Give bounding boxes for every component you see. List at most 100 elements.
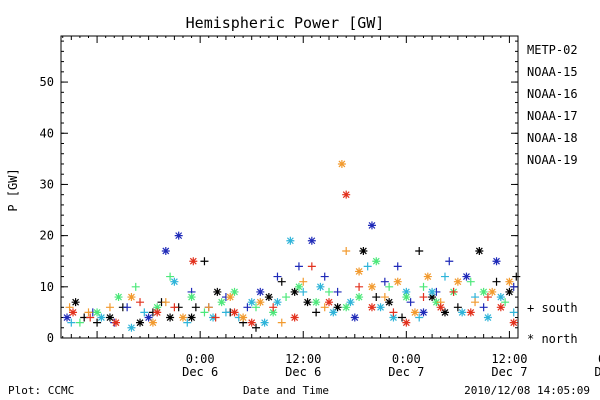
star-marker	[189, 257, 198, 266]
star-marker	[148, 318, 157, 327]
y-tick-label: 50	[40, 75, 54, 89]
star-marker	[264, 293, 273, 302]
plus-marker	[299, 277, 308, 286]
plus-marker	[355, 282, 364, 291]
star-marker	[290, 313, 299, 322]
star-marker	[342, 303, 351, 312]
star-marker	[153, 308, 162, 317]
star-marker	[170, 277, 179, 286]
plus-marker	[333, 287, 342, 296]
plus-marker	[170, 303, 179, 312]
plus-marker	[415, 246, 424, 255]
star-marker	[479, 287, 488, 296]
plus-marker	[449, 287, 458, 296]
star-marker	[372, 257, 381, 266]
series-noaa-18	[65, 159, 514, 327]
legend-entry: NOAA-18	[527, 131, 578, 145]
plus-marker	[385, 282, 394, 291]
plus-marker	[512, 272, 521, 281]
star-marker	[187, 293, 196, 302]
star-marker	[114, 293, 123, 302]
x-tick-date-label: Dec 7	[491, 365, 527, 379]
star-marker	[376, 303, 385, 312]
plus-marker	[325, 287, 334, 296]
x-tick-date-label: Dec 6	[182, 365, 218, 379]
star-marker	[458, 308, 467, 317]
plus-marker	[389, 308, 398, 317]
x-tick-date-label: Dec 7	[388, 365, 424, 379]
plus-marker	[294, 262, 303, 271]
star-marker	[350, 313, 359, 322]
x-tick-time-label: 0:00	[598, 352, 600, 366]
plus-marker	[483, 293, 492, 302]
star-marker	[256, 298, 265, 307]
star-marker	[69, 308, 78, 317]
plus-marker	[307, 262, 316, 271]
star-marker	[161, 246, 170, 255]
star-marker	[333, 303, 342, 312]
star-marker	[217, 298, 226, 307]
plus-marker	[166, 272, 175, 281]
star-marker	[260, 318, 269, 327]
chart-title: Hemispheric Power [GW]	[186, 14, 385, 32]
marker-legend: + south * north	[527, 301, 578, 346]
x-tick-time-label: 12:00	[491, 352, 527, 366]
x-tick-time-label: 12:00	[285, 352, 321, 366]
plus-marker	[393, 262, 402, 271]
star-marker	[230, 287, 239, 296]
y-tick-label: 0	[47, 331, 54, 345]
legend-entry: NOAA-15	[527, 65, 578, 79]
star-marker	[355, 267, 364, 276]
plus-marker	[453, 303, 462, 312]
plus-marker	[419, 282, 428, 291]
star-marker	[385, 298, 394, 307]
star-marker	[290, 287, 299, 296]
y-tick-label: 10	[40, 280, 54, 294]
star-marker	[423, 272, 432, 281]
star-marker	[153, 303, 162, 312]
plus-marker	[312, 308, 321, 317]
star-marker	[325, 298, 334, 307]
star-marker	[187, 313, 196, 322]
legend-entry: METP-02	[527, 43, 578, 57]
x-axis-label: Date and Time	[243, 384, 329, 397]
legend-entry: NOAA-17	[527, 109, 578, 123]
plus-marker	[200, 308, 209, 317]
star-marker	[247, 318, 256, 327]
star-marker	[402, 318, 411, 327]
star-marker	[402, 293, 411, 302]
star-marker	[256, 287, 265, 296]
plus-marker	[419, 293, 428, 302]
y-tick-label: 20	[40, 229, 54, 243]
star-marker	[127, 293, 136, 302]
plus-marker	[131, 282, 140, 291]
plus-marker	[320, 272, 329, 281]
star-marker	[359, 246, 368, 255]
star-marker	[307, 236, 316, 245]
star-marker	[436, 303, 445, 312]
plus-marker	[363, 262, 372, 271]
star-marker	[453, 277, 462, 286]
star-marker	[428, 287, 437, 296]
star-marker	[337, 159, 346, 168]
plus-marker	[93, 318, 102, 327]
plus-marker	[204, 303, 213, 312]
plot-frame	[60, 35, 519, 339]
plus-marker	[136, 298, 145, 307]
plus-marker	[398, 313, 407, 322]
series-metp-02	[71, 246, 521, 332]
star-marker	[213, 287, 222, 296]
star-marker	[432, 298, 441, 307]
star-marker	[329, 308, 338, 317]
plus-marker	[445, 257, 454, 266]
plus-marker	[65, 303, 74, 312]
star-marker	[488, 287, 497, 296]
star-marker	[402, 287, 411, 296]
star-marker	[286, 236, 295, 245]
x-tick-date-label: Dec 8	[594, 365, 600, 379]
plus-marker	[75, 318, 84, 327]
plus-marker	[221, 308, 230, 317]
star-marker	[166, 313, 175, 322]
y-tick-label: 30	[40, 177, 54, 191]
